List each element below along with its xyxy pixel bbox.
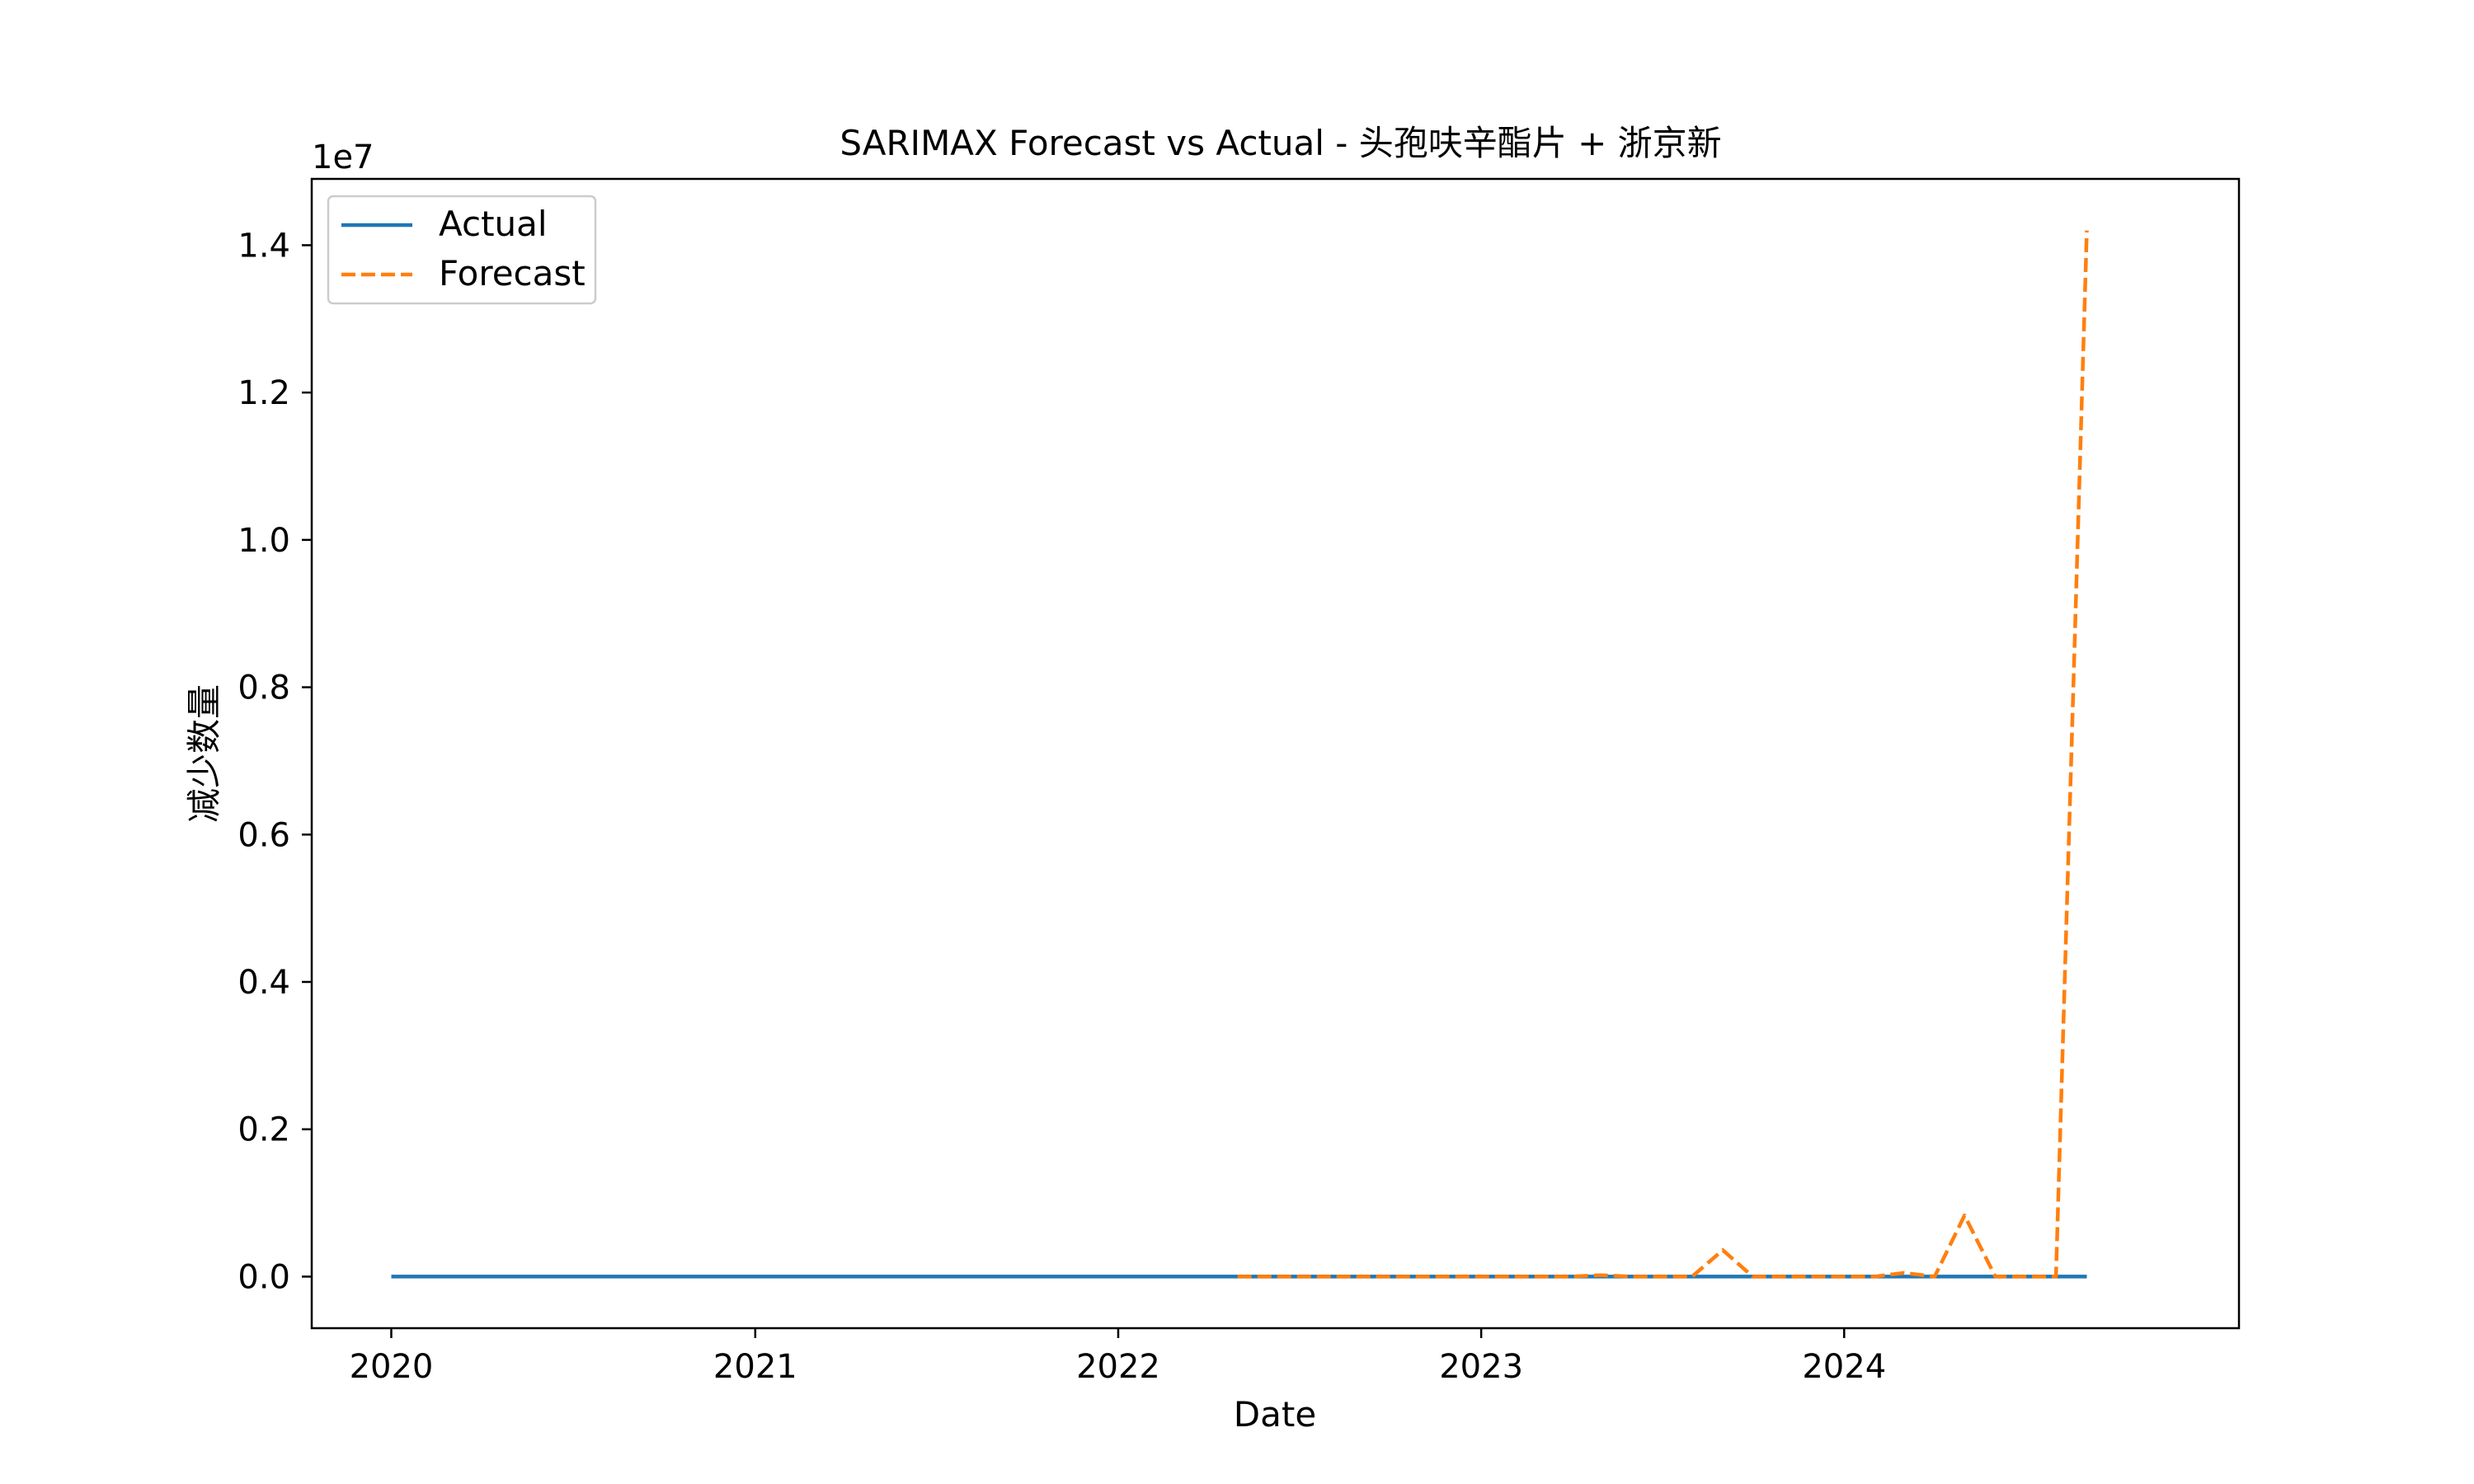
y-tick-label: 0.2 — [238, 1111, 290, 1149]
x-tick-label: 2023 — [1439, 1348, 1523, 1386]
axes-frame — [310, 177, 2241, 1330]
y-axis-label: 减少数量 — [184, 684, 224, 823]
y-tick-label: 1.0 — [238, 522, 290, 560]
y-tick-label: 0.8 — [238, 669, 290, 707]
legend-label-forecast: Forecast — [439, 253, 586, 294]
series-line-forecast — [1237, 230, 2089, 1279]
x-tick-label: 2024 — [1802, 1348, 1886, 1386]
x-tick-label: 2022 — [1076, 1348, 1160, 1386]
y-offset-label: 1e7 — [312, 139, 374, 176]
x-tick-label: 2020 — [350, 1348, 434, 1386]
legend-label-actual: Actual — [439, 204, 548, 244]
y-tick-label: 0.0 — [238, 1258, 290, 1296]
y-tick-label: 1.2 — [238, 374, 290, 412]
chart-legend: Actual Forecast — [327, 195, 597, 305]
plot-area — [310, 177, 2241, 1330]
y-axis-ticks: 0.0 0.2 0.4 0.6 0.8 1.0 1.2 1.4 — [238, 227, 312, 1296]
chart-title: SARIMAX Forecast vs Actual - 头孢呋辛酯片 + 浙京… — [840, 123, 1721, 163]
y-tick-label: 0.6 — [238, 816, 290, 854]
y-tick-label: 0.4 — [238, 964, 290, 1002]
series-layer — [391, 230, 2089, 1279]
x-axis-ticks: 2020 2021 2022 2023 2024 — [350, 1328, 1886, 1386]
x-axis-label: Date — [1234, 1394, 1316, 1435]
legend-box — [327, 195, 597, 305]
x-tick-label: 2021 — [713, 1348, 797, 1386]
y-tick-label: 1.4 — [238, 227, 290, 265]
